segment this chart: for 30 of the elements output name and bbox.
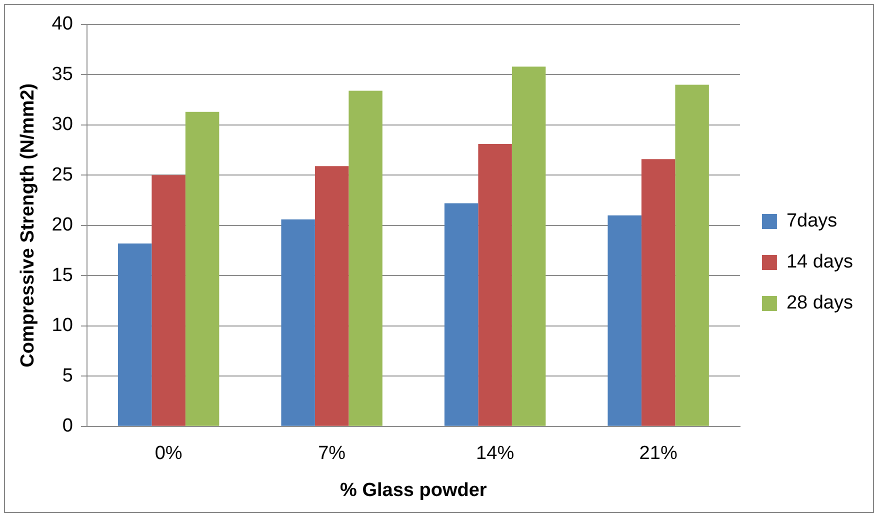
- x-tick-label: 0%: [154, 443, 182, 464]
- y-tick-label: 40: [52, 14, 73, 35]
- bar: [314, 166, 349, 426]
- y-tick-label: 25: [52, 164, 73, 186]
- legend-label: 14 days: [786, 252, 853, 273]
- bar: [444, 203, 478, 426]
- bar: [185, 112, 220, 426]
- y-axis-title: Compressive Strength (N/mm2): [18, 83, 39, 368]
- y-tick-label: 30: [52, 114, 73, 136]
- y-tick-label: 10: [52, 315, 73, 336]
- legend-label: 7days: [786, 210, 838, 232]
- bar: [281, 219, 315, 426]
- bar: [512, 66, 546, 426]
- x-tick-label: 7%: [318, 443, 346, 464]
- x-tick-label: 14%: [476, 443, 514, 464]
- bar: [152, 175, 186, 426]
- bar: [675, 84, 709, 426]
- bar: [608, 215, 642, 426]
- bar: [641, 159, 676, 426]
- legend-label: 28 days: [786, 292, 853, 314]
- bar: [118, 243, 152, 426]
- bar: [478, 144, 512, 426]
- y-tick-label: 5: [62, 365, 73, 386]
- x-tick-label: 21%: [639, 443, 678, 464]
- y-tick-label: 20: [52, 214, 73, 236]
- y-tick-label: 15: [52, 264, 73, 286]
- y-tick-label: 35: [52, 64, 73, 85]
- y-tick-label: 0: [62, 416, 73, 437]
- x-axis-title: % Glass powder: [340, 480, 488, 501]
- bar: [348, 90, 382, 426]
